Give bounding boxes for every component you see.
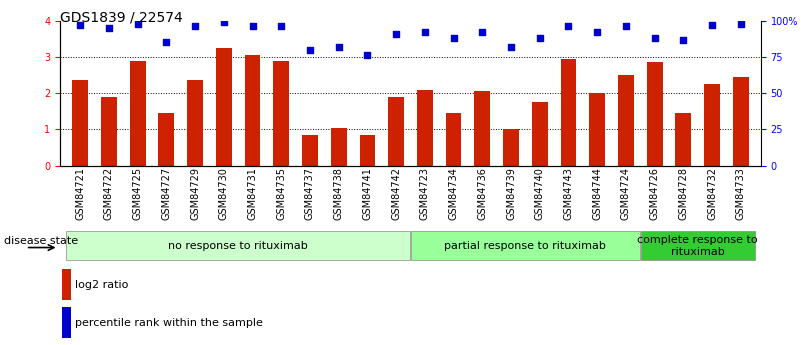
Bar [733,77,749,166]
Point [677,37,690,42]
Bar [590,93,605,166]
Bar [72,80,88,166]
Bar [474,91,490,166]
Bar [561,59,577,166]
Bar [503,129,519,166]
Bar [417,90,433,166]
Bar [675,113,691,166]
Bar [411,231,640,260]
Bar [216,48,231,166]
Text: partial response to rituximab: partial response to rituximab [445,241,606,251]
Bar [331,128,347,166]
Bar [360,135,376,166]
Bar [66,231,410,260]
Point [418,30,431,35]
Bar [302,135,318,166]
Point [648,35,661,41]
Point [304,47,316,52]
Point [619,24,632,29]
Point [275,24,288,29]
Bar [273,61,289,166]
Point [476,30,489,35]
Point [332,44,345,50]
Text: complete response to
rituximab: complete response to rituximab [638,235,758,257]
Point [591,30,604,35]
Point [160,40,173,45]
Point [189,24,202,29]
Point [562,24,575,29]
Point [390,31,403,37]
Bar [618,75,634,166]
Point [103,25,115,31]
Bar [646,62,662,166]
Point [706,22,718,28]
Bar [130,61,146,166]
Bar [388,97,404,166]
Text: log2 ratio: log2 ratio [75,280,129,289]
Point [447,35,460,41]
Text: GDS1839 / 22574: GDS1839 / 22574 [60,10,183,24]
Point [217,19,230,25]
Bar [704,84,720,166]
Bar [532,102,548,166]
Point [131,21,144,26]
Point [505,44,517,50]
Bar [159,113,175,166]
Text: no response to rituximab: no response to rituximab [168,241,308,251]
Bar [101,97,117,166]
Bar [187,80,203,166]
Text: disease state: disease state [4,237,78,246]
Point [361,53,374,58]
Bar [445,113,461,166]
Text: percentile rank within the sample: percentile rank within the sample [75,318,264,327]
Point [735,21,747,26]
Point [74,22,87,28]
Bar [244,55,260,166]
Point [246,24,259,29]
Bar [641,231,755,260]
Point [533,35,546,41]
